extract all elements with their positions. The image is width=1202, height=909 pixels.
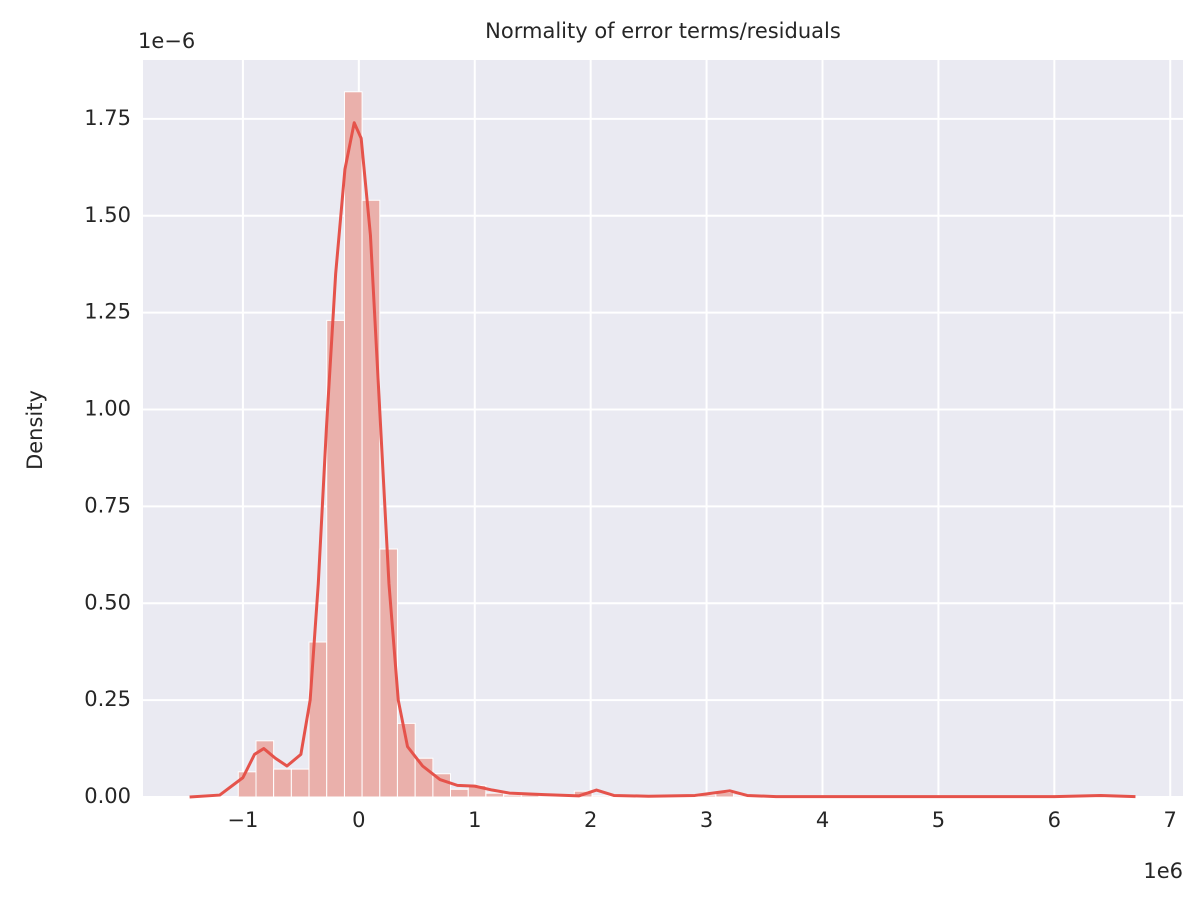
y-tick-label: 1.00: [84, 397, 131, 421]
x-tick-label: −1: [227, 808, 258, 832]
x-offset-label: 1e6: [1143, 859, 1183, 883]
kde-line: [189, 121, 1136, 799]
y-tick-label: 0.25: [84, 687, 131, 711]
y-tick-label: 1.50: [84, 203, 131, 227]
bar: [485, 792, 505, 798]
bar: [414, 757, 434, 798]
y-offset-label: 1e−6: [138, 29, 195, 53]
x-tick-label: 4: [816, 808, 829, 832]
x-tick-label: 2: [584, 808, 597, 832]
bar: [591, 795, 611, 798]
x-tick-label: 5: [932, 808, 945, 832]
y-tick-label: 0.00: [84, 784, 131, 808]
bar: [237, 771, 257, 798]
y-axis-label: Density: [23, 390, 47, 470]
grid: [143, 60, 1183, 798]
plot-area: [143, 60, 1183, 797]
bar: [503, 794, 522, 798]
y-tick-label: 0.50: [84, 590, 131, 614]
y-tick-label: 0.75: [84, 493, 131, 517]
chart-title: Normality of error terms/residuals: [485, 19, 841, 43]
bar: [361, 199, 381, 798]
x-tick-label: 1: [468, 808, 481, 832]
y-tick-label: 1.75: [84, 106, 131, 130]
x-tick-label: 0: [352, 808, 365, 832]
bar: [290, 768, 310, 798]
x-tick-label: 3: [700, 808, 713, 832]
bar: [432, 773, 452, 798]
bar: [450, 788, 469, 798]
marks: [189, 91, 1136, 799]
y-tick-label: 1.25: [84, 300, 131, 324]
x-tick-label: 6: [1048, 808, 1061, 832]
bar: [343, 91, 363, 798]
x-tick-label: 7: [1164, 808, 1177, 832]
bar: [273, 768, 292, 798]
